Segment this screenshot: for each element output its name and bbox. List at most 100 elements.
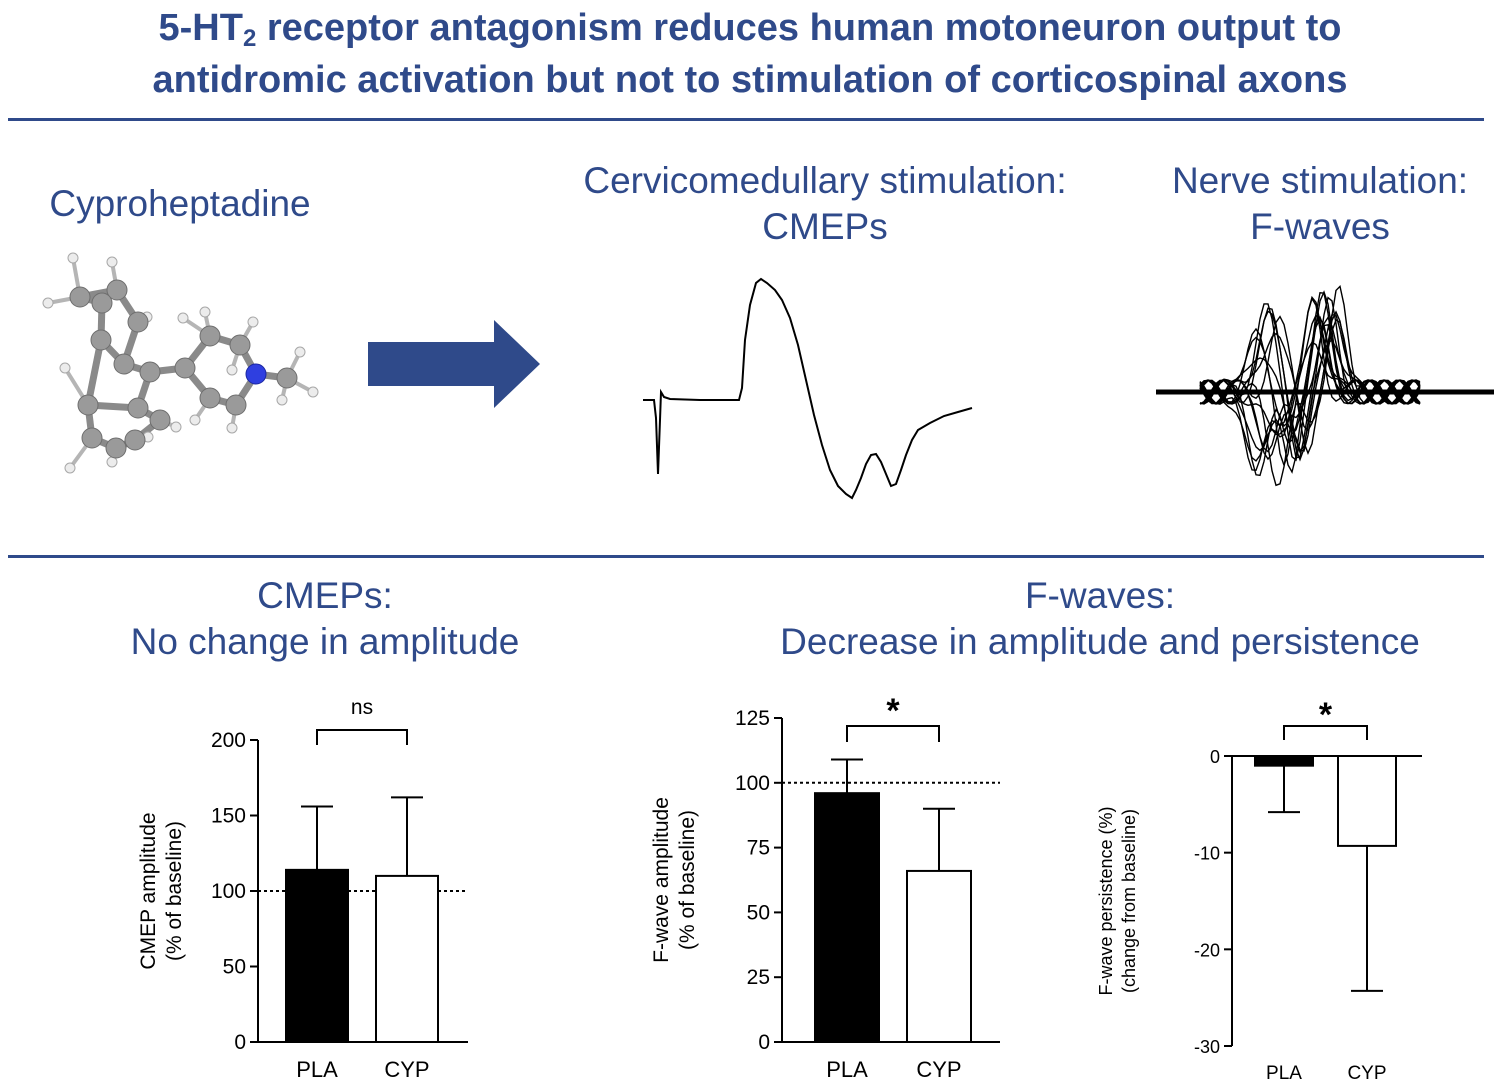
carbon-atom xyxy=(127,397,149,419)
y-tick-label: -20 xyxy=(1194,940,1220,960)
carbon-atom xyxy=(77,394,99,416)
y-tick-label: 0 xyxy=(234,1031,246,1054)
y-tick-label: 100 xyxy=(735,772,770,795)
bar-chart-2: PLA CYP 0 25 50 75 100 125 F-wave amplitude (% of… xyxy=(650,692,1000,1082)
nitrogen-atom xyxy=(245,363,267,385)
carbon-atom xyxy=(139,361,161,383)
hydrogen-atom xyxy=(199,306,211,318)
hydrogen-atom xyxy=(276,394,288,406)
y-tick-label: 0 xyxy=(758,1031,770,1054)
y-tick-label: -10 xyxy=(1194,844,1220,864)
category-label-cyp: CYP xyxy=(384,1057,429,1082)
y-axis-label: CMEP amplitude (% of baseline) xyxy=(137,812,186,969)
bar-pla xyxy=(1254,755,1314,767)
cmep-result-heading: CMEPs: No change in amplitude xyxy=(70,573,580,665)
carbon-atom xyxy=(90,329,112,351)
drug-label: Cyproheptadine xyxy=(49,183,311,224)
hydrogen-atom xyxy=(189,414,201,426)
y-tick-label: -30 xyxy=(1194,1037,1220,1057)
carbon-atom xyxy=(105,437,127,459)
bar-cyp xyxy=(375,874,439,1044)
y-axis-label-line1: CMEP amplitude xyxy=(137,812,160,969)
hydrogen-atom xyxy=(170,421,182,433)
carbon-atom xyxy=(69,286,91,308)
carbon-atom xyxy=(149,409,171,431)
fwave-stim-heading: Nerve stimulation: F-waves xyxy=(1140,158,1500,250)
cmep-result-heading-line1: CMEPs: xyxy=(257,575,393,616)
carbon-atom xyxy=(276,367,298,389)
y-tick-label: 25 xyxy=(747,966,770,989)
fwave-result-heading: F-waves: Decrease in amplitude and persi… xyxy=(700,573,1500,665)
category-label-pla: PLA xyxy=(1266,1063,1302,1084)
carbon-atom xyxy=(199,387,221,409)
title-subscript: 2 xyxy=(242,25,257,52)
significance-bracket xyxy=(316,729,408,745)
hydrogen-atom xyxy=(226,422,238,434)
significance-label: * xyxy=(1319,696,1333,734)
y-axis-label-line2: (% of baseline) xyxy=(676,810,699,950)
fwave-trace xyxy=(1199,314,1421,452)
hydrogen-atom xyxy=(64,462,76,474)
cmep-stim-heading: Cervicomedullary stimulation: CMEPs xyxy=(540,158,1110,250)
carbon-atom xyxy=(229,334,251,356)
fwave-stim-heading-line1: Nerve stimulation: xyxy=(1171,160,1469,201)
figure-title: 5-HT2 receptor antagonism reduces human … xyxy=(0,2,1500,106)
fwave-trace xyxy=(1199,296,1421,454)
y-axis-label-line2: (% of baseline) xyxy=(163,821,186,961)
carbon-atom xyxy=(124,429,146,451)
hydrogen-atom xyxy=(106,456,118,468)
y-axis-label: F-wave amplitude (% of baseline) xyxy=(650,797,699,963)
y-tick-label: 0 xyxy=(1210,747,1220,767)
hydrogen-atom xyxy=(307,386,319,398)
hydrogen-atom xyxy=(294,346,306,358)
category-label-cyp: CYP xyxy=(916,1057,961,1082)
cmep-result-heading-line2: No change in amplitude xyxy=(130,621,520,662)
title-line1-rest: receptor antagonism reduces human motone… xyxy=(256,7,1342,49)
y-tick-label: 100 xyxy=(211,880,246,903)
y-tick-label: 50 xyxy=(747,901,770,924)
bar-cyp xyxy=(1337,755,1397,847)
carbon-atom xyxy=(81,427,103,449)
y-axis-label: F-wave persistence (%) (change from basel… xyxy=(1096,806,1139,995)
hydrogen-atom xyxy=(247,316,259,328)
cyproheptadine-molecule-diagram xyxy=(42,252,319,474)
fwave-trace xyxy=(1199,290,1421,462)
y-tick-label: 200 xyxy=(211,729,246,752)
title-prefix: 5-HT xyxy=(158,7,243,49)
y-tick-label: 75 xyxy=(747,837,770,860)
y-tick-label: 150 xyxy=(211,805,246,828)
fwave-trace xyxy=(1199,295,1421,472)
cmep-stim-heading-line2: CMEPs xyxy=(762,206,888,247)
carbon-atom xyxy=(106,279,128,301)
fwave-traces xyxy=(1156,284,1494,487)
bar-cyp xyxy=(906,869,972,1043)
significance-label: * xyxy=(886,692,900,730)
bar-chart-3: PLA CYP 0 -10 -20 -30 F-wave persistence (%) (c… xyxy=(1096,696,1422,1084)
fwave-stim-heading-line2: F-waves xyxy=(1250,206,1390,247)
hydrogen-atom xyxy=(67,252,79,264)
significance-bracket xyxy=(846,725,940,742)
fwave-result-heading-line1: F-waves: xyxy=(1024,575,1176,616)
carbon-atom xyxy=(91,292,113,314)
top-divider xyxy=(8,118,1484,121)
title-line1: 5-HT2 receptor antagonism reduces human … xyxy=(158,7,1342,52)
category-label-pla: PLA xyxy=(826,1057,868,1082)
hydrogen-atom xyxy=(59,362,71,374)
significance-bracket xyxy=(1283,725,1368,740)
significance-label: ns xyxy=(351,696,373,719)
carbon-atom xyxy=(127,311,149,333)
carbon-atom xyxy=(199,325,221,347)
fwave-result-heading-line2: Decrease in amplitude and persistence xyxy=(780,621,1420,662)
middle-divider xyxy=(8,555,1484,558)
category-label-pla: PLA xyxy=(296,1057,338,1082)
y-tick-label: 50 xyxy=(223,956,246,979)
cmep-stim-heading-line1: Cervicomedullary stimulation: xyxy=(583,160,1067,201)
y-axis-label-line2: (change from baseline) xyxy=(1119,809,1139,993)
hydrogen-atom xyxy=(226,364,238,376)
bar-pla xyxy=(285,868,349,1043)
carbon-atom xyxy=(113,353,135,375)
carbon-atom xyxy=(174,357,196,379)
fwave-trace xyxy=(1199,284,1421,487)
